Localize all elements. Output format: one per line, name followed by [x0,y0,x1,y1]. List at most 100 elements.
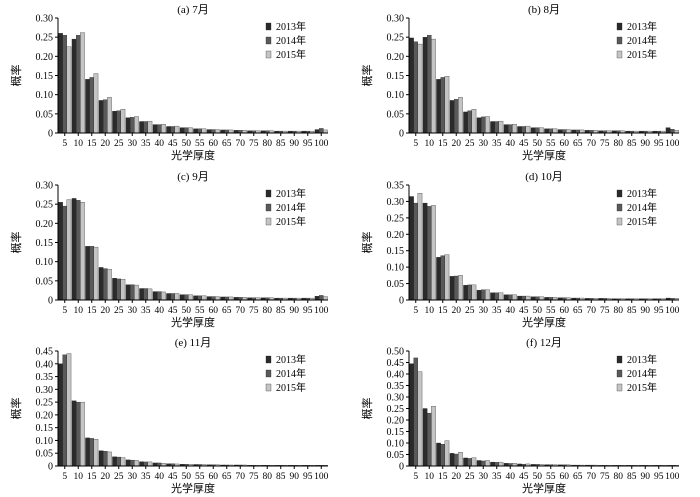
bar [417,43,423,134]
bar [318,128,324,134]
y-tick-label: 0.25 [387,33,405,44]
bar [467,458,472,467]
bar [129,459,135,467]
x-tick-label: 15 [438,472,448,482]
x-tick-label: 30 [479,472,489,482]
bar [143,288,148,301]
x-tick-label: 55 [195,139,205,149]
x-tick-label: 85 [627,306,637,316]
legend-label: 2015年 [276,215,306,228]
x-tick-label: 60 [209,139,219,149]
chart-title: (a) 7月 [177,4,208,16]
bar [76,200,81,301]
bar [93,73,99,134]
x-tick-label: 55 [195,472,205,482]
bar [139,288,144,301]
x-tick-label: 45 [519,306,529,316]
x-tick-label: 70 [587,139,597,149]
bar [134,460,139,467]
bar [166,293,171,301]
legend-label: 2015年 [276,48,306,61]
x-tick-label: 60 [560,306,570,316]
x-tick-label: 45 [519,139,529,149]
bar [517,126,522,134]
bar [188,127,193,134]
x-tick-label: 10 [74,472,84,482]
bar [453,453,459,467]
bar [58,33,63,134]
x-tick-label: 35 [141,306,151,316]
x-tick-label: 25 [114,472,124,482]
x-tick-label: 70 [587,472,597,482]
bar [436,257,441,301]
x-tick-label: 35 [141,472,151,482]
bar [507,124,513,134]
x-tick-label: 40 [155,139,165,149]
y-tick-label: 0.35 [36,372,54,383]
bar [521,295,527,301]
bar [318,295,324,301]
bar [476,117,482,134]
bar [80,202,85,301]
x-tick-label: 55 [195,306,205,316]
chart-panel-3: (c) 9月 0 0.05 0.10 0.15 0.20 0.25 0.30 5 10 15 20 25… [9,171,329,329]
bar [112,111,117,134]
bar [183,294,189,301]
legend-label: 2015年 [276,381,306,394]
bar [449,453,455,467]
x-tick-label: 30 [128,306,138,316]
legend-label: 2013年 [627,187,657,200]
bar [103,451,108,467]
bar [453,275,459,301]
x-tick-label: 45 [519,472,529,482]
y-tick-label: 0.05 [36,449,54,460]
bar [161,291,166,301]
bar [426,206,432,301]
x-tick-label: 30 [479,139,489,149]
bar [453,99,459,134]
y-tick-label: 0.30 [387,393,405,404]
bar [170,293,175,301]
bar [557,129,563,134]
bar [471,284,477,301]
bar [490,292,495,301]
bar [444,254,450,301]
bar [120,109,126,134]
x-tick-label: 25 [465,472,475,482]
bar [206,296,212,301]
x-tick-label: 45 [168,306,178,316]
x-tick-label: 50 [533,139,543,149]
bar [530,127,536,134]
bar [89,438,95,467]
chart-title: (e) 11月 [175,337,212,349]
bar [485,289,490,301]
y-tick-label: 0.25 [36,398,54,409]
bar [116,278,122,301]
bar [183,127,189,134]
x-tick-label: 20 [452,472,462,482]
x-tick-label: 100 [665,472,680,482]
bar [58,202,63,301]
y-tick-label: 0.15 [387,427,405,438]
x-tick-label: 85 [276,472,286,482]
bar [166,126,171,134]
legend-label: 2014年 [627,201,657,214]
x-tick-label: 55 [546,472,556,482]
x-tick-label: 35 [141,139,151,149]
bar [120,457,126,467]
bar [85,79,90,134]
bar [129,117,135,134]
y-tick-label: 0.30 [36,14,54,25]
bar [426,412,432,467]
x-axis-label: 光学厚度 [171,148,215,162]
legend-label: 2014年 [276,201,306,214]
x-tick-label: 20 [101,306,111,316]
legend-swatch [616,203,623,212]
legend-swatch [265,217,272,226]
bar [107,97,112,134]
x-tick-label: 85 [627,139,637,149]
chart-title: (d) 10月 [525,171,563,183]
y-tick-label: 0.15 [387,246,405,257]
bar [76,35,81,134]
